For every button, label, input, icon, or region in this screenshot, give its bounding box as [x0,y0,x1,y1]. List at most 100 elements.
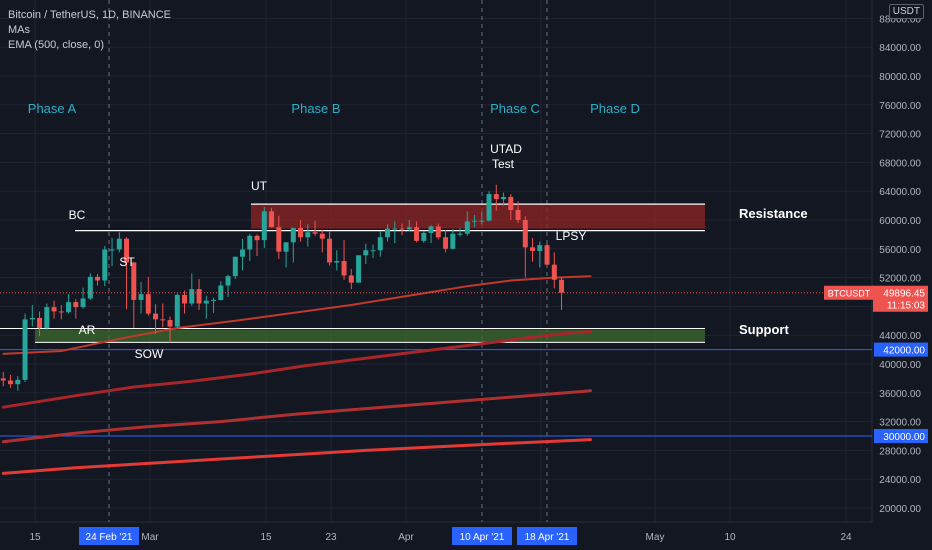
candle-body [450,233,456,249]
candle-body [457,233,463,235]
y-tick-label: 28000.00 [879,446,921,457]
level-tag-bg [874,429,928,443]
candle-body [501,196,507,200]
y-tick-label: 88000.00 [879,14,921,25]
annotation-label: ST [119,255,135,269]
y-tick-label: 80000.00 [879,72,921,83]
candle-body [167,320,173,327]
support-zone [35,329,705,343]
candle-body [15,379,21,385]
candle-body [116,238,122,250]
annotation-label: UT [251,179,268,193]
y-tick-label: 64000.00 [879,187,921,198]
annotation-label: Support [739,322,789,337]
candle-body [37,317,43,328]
candle-body [211,299,217,301]
candle-body [240,249,246,257]
x-tick-label: Mar [141,532,159,543]
candle-body [515,209,521,220]
candle-body [399,228,405,230]
candle-body [232,256,238,277]
candle-body [44,307,50,328]
y-tick-label: 56000.00 [879,245,921,256]
annotation-label: BC [69,208,86,222]
ma-line-1 [1,330,592,409]
annotation-label: Test [492,157,515,171]
y-tick-label: 68000.00 [879,158,921,169]
candle-body [334,261,340,263]
y-tick-label: 44000.00 [879,331,921,342]
phase-label: Phase A [28,101,77,116]
chart-legend: Bitcoin / TetherUS, 1D, BINANCE MAs EMA … [8,8,171,53]
candle-body [218,285,224,300]
date-tag-bg [79,527,139,545]
x-tick-label: 10 [724,532,736,543]
legend-ema[interactable]: EMA (500, close, 0) [8,39,104,51]
y-tick-label: 84000.00 [879,43,921,54]
candle-body [131,262,137,300]
candle-body [377,237,383,251]
candle-body [261,211,267,241]
phase-label: Phase C [490,101,540,116]
candle-body [276,227,282,252]
candle-body [312,232,318,234]
price-tag-bg [873,285,928,312]
price-tag-value: 49896.45 [883,289,925,300]
annotation-label: UTAD [490,142,522,156]
x-tick-label: 15 [29,532,41,543]
candle-body [421,232,427,241]
candle-body [298,227,304,238]
candle-body [544,245,550,265]
ma-line-2 [1,389,592,444]
currency-badge[interactable]: USDT [888,4,924,19]
x-tick-label: 23 [325,532,337,543]
candle-body [508,196,514,210]
legend-symbol[interactable]: Bitcoin / TetherUS, 1D, BINANCE [8,9,172,21]
candle-body [435,226,441,238]
candle-body [530,247,536,251]
candle-body [0,378,6,381]
date-tag-bg [517,527,577,545]
candle-body [247,235,253,250]
annotation-label: SOW [135,347,164,361]
legend-mas[interactable]: MAs [8,24,30,36]
level-tag-bg [874,342,928,357]
candle-body [305,232,311,238]
phase-label: Phase B [291,101,340,116]
candle-body [174,294,180,327]
candle-body [102,249,108,281]
candle-body [493,194,499,200]
candle-body [327,238,333,263]
y-tick-label: 36000.00 [879,389,921,400]
y-tick-label: 24000.00 [879,475,921,486]
y-tick-label: 32000.00 [879,418,921,429]
candle-body [414,227,420,241]
candle-body [392,228,398,230]
price-tag-timer: 11:15:03 [887,301,926,312]
candle-body [486,194,492,221]
date-tag-label: 24 Feb '21 [86,532,133,543]
candle-body [95,276,101,281]
candle-body [29,317,35,320]
y-tick-label: 76000.00 [879,101,921,112]
price-tag-symbol: BTCUSDT [828,289,871,299]
candle-body [537,245,543,251]
candle-body [348,275,354,283]
candle-body [319,233,325,239]
candle-body [522,220,528,248]
candle-body [472,220,478,222]
candle-body [58,311,64,313]
date-tag-label: 18 Apr '21 [525,532,570,543]
candle-body [51,307,57,312]
candle-body [406,227,412,230]
candle-body [124,238,130,263]
candle-body [254,235,260,241]
candle-body [87,276,93,299]
candle-body [479,220,485,222]
level-tag-label: 42000.00 [883,346,925,357]
candle-body [356,255,362,283]
candle-body [269,211,275,228]
candle-body [443,237,449,249]
level-tag-label: 30000.00 [883,432,925,443]
